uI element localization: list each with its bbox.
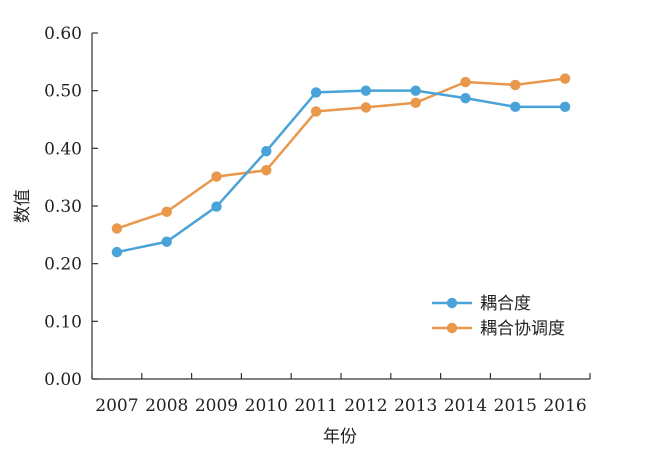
y-tick-label: 0.20	[44, 255, 82, 275]
data-point	[211, 171, 222, 182]
y-tick-label: 0.30	[44, 197, 82, 217]
data-point	[310, 106, 322, 117]
y-tick-label: 0.40	[44, 139, 82, 159]
x-tick-label: 2014	[444, 396, 487, 416]
series-line	[116, 77, 566, 230]
data-point	[111, 246, 123, 258]
x-tick-label: 2011	[294, 396, 337, 416]
y-tick-label: 0.60	[44, 24, 82, 44]
x-tick-label: 2010	[245, 396, 288, 416]
legend-swatch-marker	[446, 322, 458, 334]
data-point	[211, 201, 222, 212]
legend-swatch-marker	[446, 297, 458, 309]
data-point	[310, 87, 322, 98]
data-point	[360, 102, 372, 113]
x-tick-label: 2016	[543, 396, 586, 416]
x-tick-label: 2009	[195, 396, 238, 416]
x-tick-label: 2015	[494, 396, 537, 416]
data-point	[111, 223, 123, 234]
data-point	[261, 165, 272, 176]
data-point	[559, 73, 571, 84]
data-point	[410, 97, 421, 108]
x-tick-label: 2008	[145, 396, 188, 416]
x-axis-title: 年份	[323, 427, 357, 447]
data-point	[161, 206, 172, 217]
series-1	[111, 85, 571, 258]
data-point	[410, 85, 421, 96]
data-point	[559, 101, 571, 113]
legend-item: 耦合度	[432, 294, 531, 314]
data-point	[360, 85, 372, 96]
data-point	[460, 92, 471, 104]
data-point	[510, 101, 521, 113]
series-line	[116, 89, 566, 254]
series-layer	[111, 73, 571, 258]
y-tick-label: 0.00	[44, 370, 82, 390]
y-axis: 0.00 0.10 0.20 0.30 0.40 0.50 0.60	[44, 24, 98, 390]
x-tick-label: 2007	[95, 396, 138, 416]
y-tick-label: 0.50	[44, 82, 82, 102]
data-point	[261, 146, 272, 157]
x-tick-label: 2013	[394, 396, 437, 416]
y-axis-title: 数值	[13, 189, 33, 223]
series-2	[111, 73, 571, 234]
data-point	[161, 236, 172, 247]
legend-label: 耦合度	[480, 294, 531, 314]
y-tick-label: 0.10	[44, 312, 82, 332]
legend-item: 耦合协调度	[432, 319, 565, 339]
legend-label: 耦合协调度	[480, 319, 565, 339]
x-tick-label: 2012	[344, 396, 387, 416]
data-point	[460, 76, 471, 88]
x-axis: 2007 2008 2009 2010 2011 2012 2013 2014 2015 2016	[91, 373, 591, 416]
data-point	[510, 79, 521, 91]
